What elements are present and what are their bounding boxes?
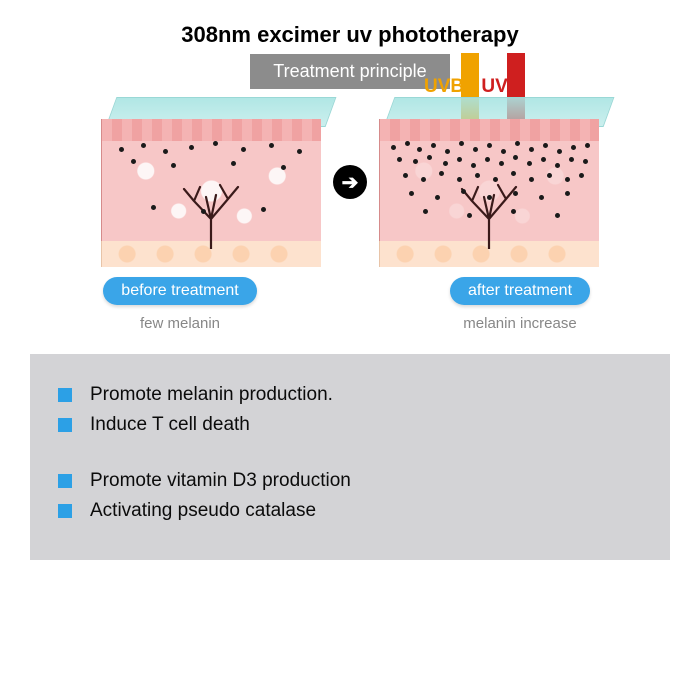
after-pill: after treatment: [450, 277, 590, 305]
before-pill: before treatment: [103, 277, 256, 305]
arrow-right-icon: ➔: [333, 165, 367, 199]
principle-badge: Treatment principle: [250, 54, 450, 89]
bullet-item: Promote melanin production.: [58, 380, 642, 410]
caption-before: before treatment few melanin: [95, 277, 265, 332]
bullet-item: Activating pseudo catalase: [58, 496, 642, 526]
bullet-item: Induce T cell death: [58, 410, 642, 440]
skin-before-block: [101, 97, 321, 267]
hypodermis-layer: [379, 241, 599, 267]
epidermis-layer: [379, 119, 599, 141]
skin-after-block: [379, 97, 599, 267]
before-subtext: few melanin: [95, 315, 265, 332]
caption-row: before treatment few melanin after treat…: [0, 277, 700, 332]
epidermis-layer: [101, 119, 321, 141]
uvb-label: UVB: [424, 76, 464, 97]
page-title: 308nm excimer uv phototherapy: [0, 0, 700, 48]
bullet-item: Promote vitamin D3 production: [58, 466, 642, 496]
diagram-row: ➔: [0, 97, 700, 267]
dermis-layer: [101, 141, 321, 241]
caption-after: after treatment melanin increase: [435, 277, 605, 332]
bullet-list: Promote melanin production. Induce T cel…: [58, 380, 642, 526]
bullets-panel: Promote melanin production. Induce T cel…: [30, 354, 670, 560]
hypodermis-layer: [101, 241, 321, 267]
after-subtext: melanin increase: [435, 315, 605, 332]
